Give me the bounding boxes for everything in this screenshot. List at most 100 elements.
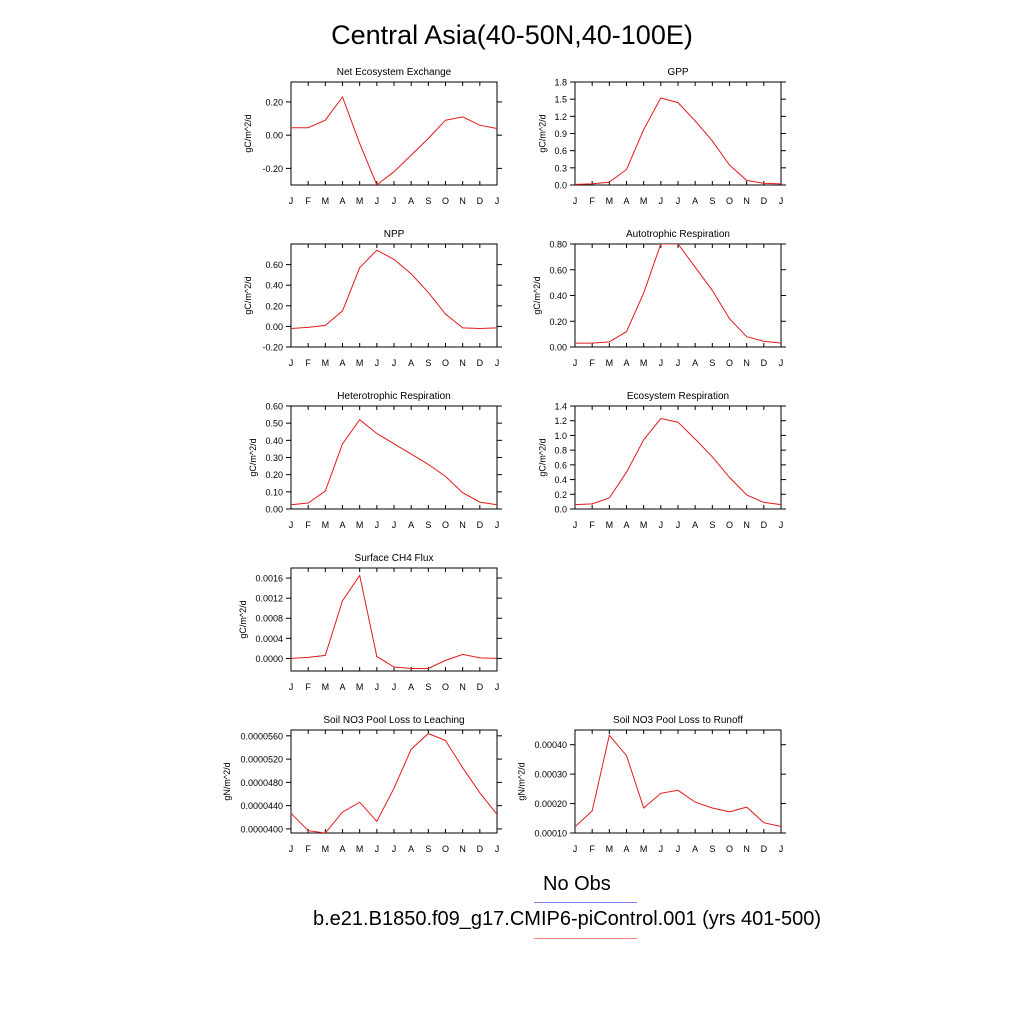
series-line bbox=[575, 417, 781, 506]
panel-title: Ecosystem Respiration bbox=[627, 391, 729, 402]
y-tick-label: 0.9 bbox=[554, 129, 567, 139]
y-axis-label: gC/m^2/d bbox=[243, 114, 253, 152]
x-tick-label: J bbox=[495, 358, 500, 368]
y-tick-label: 0.0000520 bbox=[240, 755, 283, 765]
x-tick-label: M bbox=[640, 196, 648, 206]
x-tick-label: F bbox=[305, 682, 311, 692]
x-tick-label: J bbox=[779, 196, 784, 206]
x-tick-label: J bbox=[676, 520, 681, 530]
y-tick-label: 0.00040 bbox=[534, 740, 567, 750]
y-tick-label: 0.10 bbox=[265, 487, 283, 497]
y-tick-label: 0.00 bbox=[549, 343, 567, 353]
x-tick-label: M bbox=[322, 682, 330, 692]
x-tick-label: J bbox=[659, 358, 664, 368]
x-tick-label: J bbox=[375, 520, 380, 530]
x-tick-label: S bbox=[709, 358, 715, 368]
x-tick-label: A bbox=[408, 520, 414, 530]
y-tick-label: 1.2 bbox=[554, 112, 567, 122]
x-tick-label: O bbox=[726, 196, 733, 206]
x-tick-label: J bbox=[779, 520, 784, 530]
y-tick-label: 1.5 bbox=[554, 95, 567, 105]
y-tick-label: 0.3 bbox=[554, 163, 567, 173]
x-tick-label: F bbox=[305, 520, 311, 530]
y-tick-label: 0.2 bbox=[554, 490, 567, 500]
x-tick-label: M bbox=[356, 358, 364, 368]
panel-title: Soil NO3 Pool Loss to Leaching bbox=[323, 715, 464, 726]
y-axis-label: gN/m^2/d bbox=[222, 762, 232, 800]
x-tick-label: J bbox=[392, 844, 397, 854]
x-tick-label: M bbox=[322, 358, 330, 368]
panel-title: NPP bbox=[384, 229, 405, 240]
x-tick-label: O bbox=[442, 844, 449, 854]
x-tick-label: F bbox=[589, 196, 595, 206]
series-line bbox=[575, 244, 781, 344]
x-tick-label: J bbox=[375, 358, 380, 368]
series-line bbox=[575, 97, 781, 185]
x-tick-label: D bbox=[477, 844, 484, 854]
x-tick-label: N bbox=[743, 520, 750, 530]
x-tick-label: M bbox=[606, 358, 614, 368]
y-axis-label: gC/m^2/d bbox=[238, 600, 248, 638]
x-tick-label: J bbox=[573, 520, 578, 530]
x-tick-label: J bbox=[495, 196, 500, 206]
x-tick-label: J bbox=[375, 682, 380, 692]
x-tick-label: A bbox=[623, 844, 629, 854]
x-tick-label: A bbox=[339, 358, 345, 368]
panel-title: Soil NO3 Pool Loss to Runoff bbox=[613, 715, 743, 726]
x-tick-label: J bbox=[289, 196, 294, 206]
y-tick-label: 0.40 bbox=[265, 436, 283, 446]
y-tick-label: 0.0016 bbox=[255, 574, 283, 584]
panel-title: Net Ecosystem Exchange bbox=[337, 67, 452, 78]
y-tick-label: 0.00 bbox=[265, 131, 283, 141]
x-tick-label: N bbox=[459, 196, 466, 206]
y-tick-label: 0.20 bbox=[265, 301, 283, 311]
x-tick-label: A bbox=[408, 196, 414, 206]
x-tick-label: F bbox=[589, 844, 595, 854]
y-tick-label: 1.0 bbox=[554, 431, 567, 441]
x-tick-label: S bbox=[425, 520, 431, 530]
y-tick-label: 0.00030 bbox=[534, 770, 567, 780]
y-tick-label: 0.0004 bbox=[255, 634, 283, 644]
x-tick-label: J bbox=[573, 358, 578, 368]
plot-frame bbox=[574, 81, 782, 186]
legend-obs-label: No Obs bbox=[543, 873, 611, 895]
x-tick-label: J bbox=[573, 844, 578, 854]
x-tick-label: A bbox=[692, 844, 698, 854]
y-axis-label: gC/m^2/d bbox=[537, 438, 547, 476]
x-tick-label: A bbox=[623, 520, 629, 530]
y-tick-label: 0.20 bbox=[265, 97, 283, 107]
series-line bbox=[291, 574, 497, 669]
x-tick-label: J bbox=[392, 682, 397, 692]
x-tick-label: J bbox=[659, 520, 664, 530]
legend-model-label: b.e21.B1850.f09_g17.CMIP6-piControl.001 … bbox=[313, 908, 822, 930]
y-tick-label: 0.0000400 bbox=[240, 824, 283, 834]
panel-title: Autotrophic Respiration bbox=[626, 229, 730, 240]
y-axis-label: gC/m^2/d bbox=[243, 276, 253, 314]
plot-frame bbox=[574, 405, 782, 510]
x-tick-label: M bbox=[640, 520, 648, 530]
y-axis-label: gC/m^2/d bbox=[248, 438, 258, 476]
x-tick-label: J bbox=[779, 844, 784, 854]
x-tick-label: M bbox=[640, 844, 648, 854]
x-tick-label: O bbox=[726, 844, 733, 854]
y-axis-label: gC/m^2/d bbox=[532, 276, 542, 314]
y-tick-label: 0.60 bbox=[549, 265, 567, 275]
y-tick-label: 0.20 bbox=[265, 470, 283, 480]
x-tick-label: F bbox=[589, 358, 595, 368]
x-tick-label: J bbox=[392, 520, 397, 530]
y-tick-label: 0.0012 bbox=[255, 594, 283, 604]
x-tick-label: J bbox=[289, 844, 294, 854]
x-tick-label: J bbox=[676, 358, 681, 368]
x-tick-label: J bbox=[289, 358, 294, 368]
x-tick-label: S bbox=[709, 844, 715, 854]
y-tick-label: 1.2 bbox=[554, 416, 567, 426]
y-tick-label: -0.20 bbox=[262, 164, 283, 174]
x-tick-label: M bbox=[322, 196, 330, 206]
panel-title: Surface CH4 Flux bbox=[355, 553, 434, 564]
